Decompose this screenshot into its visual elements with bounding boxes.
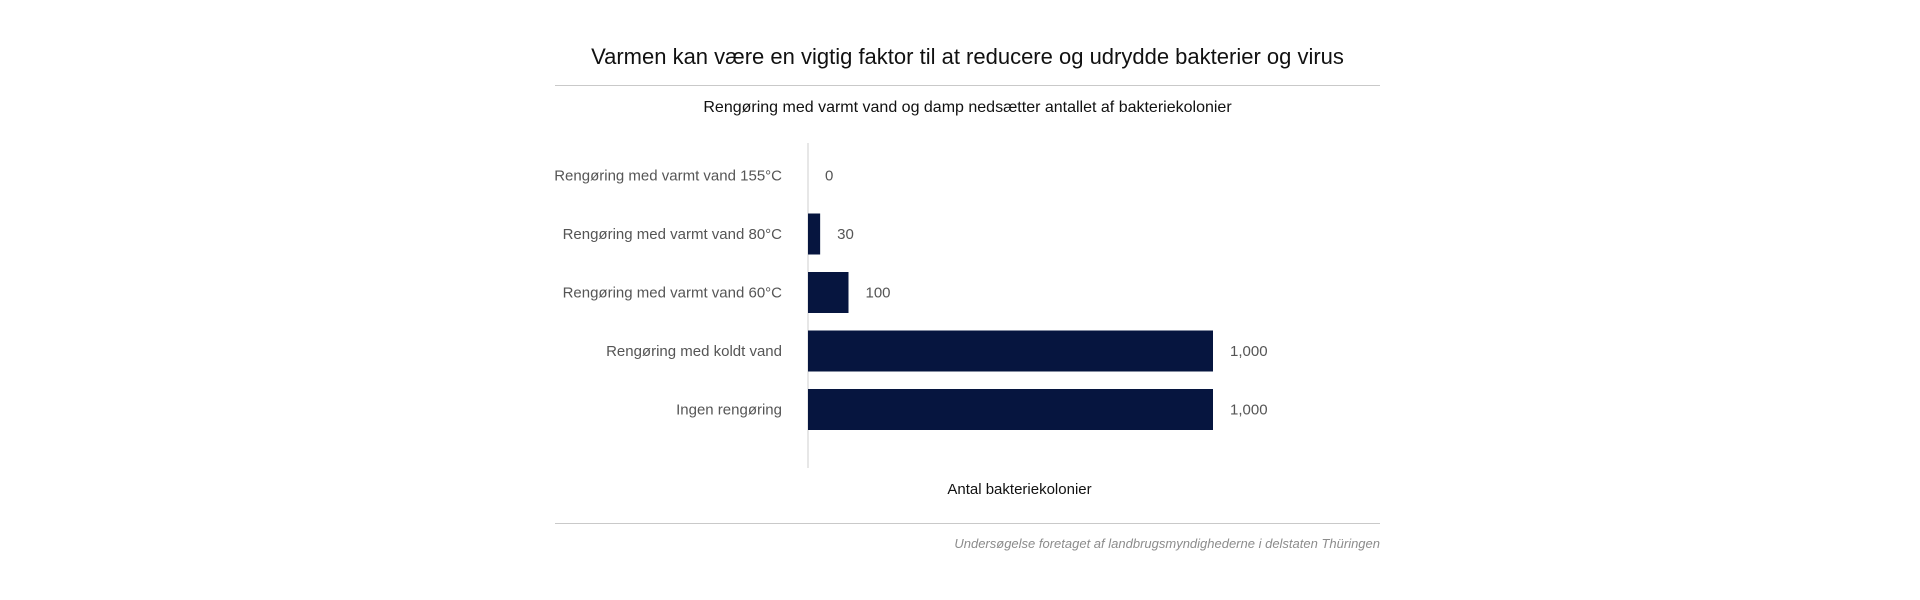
chart-title: Varmen kan være en vigtig faktor til at … <box>591 44 1344 69</box>
source-note: Undersøgelse foretaget af landbrugsmyndi… <box>954 536 1380 551</box>
chart-subtitle: Rengøring med varmt vand og damp nedsætt… <box>703 99 1232 116</box>
footer-divider <box>555 523 1380 524</box>
category-label: Rengøring med koldt vand <box>606 343 782 360</box>
category-label: Rengøring med varmt vand 155°C <box>554 168 782 185</box>
category-label: Rengøring med varmt vand 60°C <box>563 285 783 302</box>
value-label: 100 <box>866 285 891 302</box>
title-divider <box>555 85 1380 86</box>
bar <box>808 330 1213 372</box>
category-label: Rengøring med varmt vand 80°C <box>563 226 783 243</box>
bar <box>808 272 849 313</box>
x-axis-title: Antal bakteriekolonier <box>947 481 1091 498</box>
value-label: 30 <box>837 226 854 243</box>
bars-layer: Rengøring med varmt vand 155°C 0 Rengøring… <box>554 168 1268 430</box>
bar <box>808 389 1213 430</box>
bar <box>808 213 821 255</box>
value-label: 1,000 <box>1230 343 1268 360</box>
category-label: Ingen rengøring <box>676 402 782 419</box>
chart-container: Varmen kan være en vigtig faktor til at … <box>554 0 1380 600</box>
value-label: 0 <box>825 168 833 185</box>
value-label: 1,000 <box>1230 402 1268 419</box>
bar-chart: Rengøring med varmt vand 155°C 0 Rengøring… <box>554 143 1268 498</box>
